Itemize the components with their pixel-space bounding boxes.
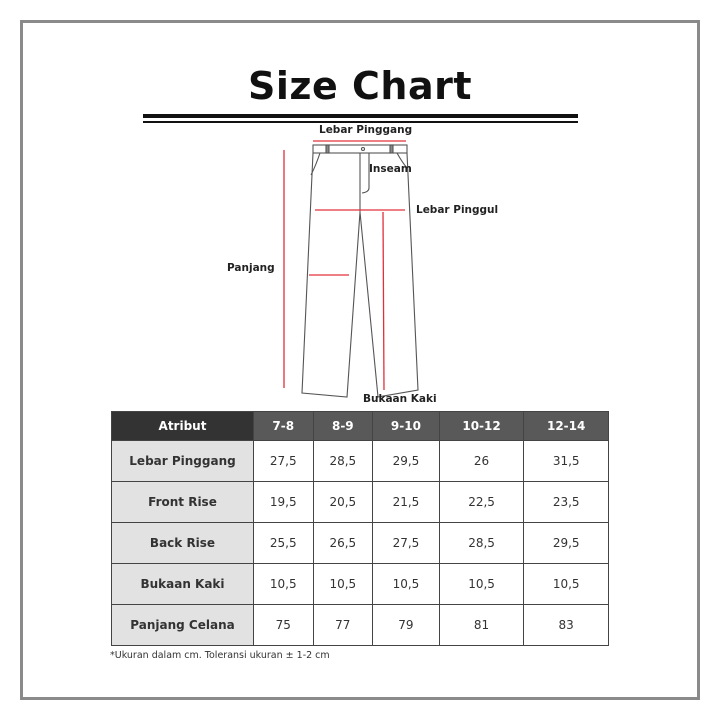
label-inseam: Inseam	[369, 163, 412, 175]
header-size: 8-9	[312, 411, 374, 441]
table-row: Bukaan Kaki 10,5 10,5 10,5 10,5 10,5	[111, 563, 609, 605]
cell: 81	[438, 604, 525, 646]
cell: 20,5	[312, 481, 374, 523]
cell: 31,5	[523, 440, 609, 482]
table-row: Back Rise 25,5 26,5 27,5 28,5 29,5	[111, 522, 609, 564]
belt-loop-left	[325, 144, 330, 154]
row-label: Front Rise	[111, 481, 254, 523]
cell: 26	[438, 440, 525, 482]
label-hip: Lebar Pinggul	[416, 204, 499, 216]
cell: 10,5	[253, 563, 314, 605]
footnote: *Ukuran dalam cm. Toleransi ukuran ± 1-2…	[110, 650, 330, 661]
row-label: Panjang Celana	[111, 604, 254, 646]
pants-outline	[301, 144, 419, 398]
header-size: 12-14	[523, 411, 609, 441]
cell: 29,5	[523, 522, 609, 564]
label-leg-opening: Bukaan Kaki	[363, 393, 437, 405]
header-size: 9-10	[372, 411, 440, 441]
row-label: Bukaan Kaki	[111, 563, 254, 605]
header-attribute: Atribut	[111, 411, 254, 441]
button	[360, 146, 366, 152]
cell: 10,5	[438, 563, 525, 605]
measure-lines	[283, 140, 406, 391]
cell: 25,5	[253, 522, 314, 564]
header-size: 7-8	[253, 411, 314, 441]
cell: 28,5	[312, 440, 374, 482]
title-divider-thin	[143, 121, 578, 123]
row-label: Lebar Pinggang	[111, 440, 254, 482]
cell: 26,5	[312, 522, 374, 564]
cell: 29,5	[372, 440, 440, 482]
cell: 77	[312, 604, 374, 646]
cell: 83	[523, 604, 609, 646]
cell: 75	[253, 604, 314, 646]
label-length: Panjang	[227, 262, 275, 274]
pocket-right	[396, 152, 408, 169]
cell: 28,5	[438, 522, 525, 564]
size-table: Atribut 7-8 8-9 9-10 10-12 12-14 Lebar P…	[111, 411, 609, 646]
header-size: 10-12	[438, 411, 525, 441]
pocket-left	[310, 152, 321, 176]
fly-stitch	[361, 153, 370, 194]
cell: 10,5	[312, 563, 374, 605]
cell: 79	[372, 604, 440, 646]
table-row: Front Rise 19,5 20,5 21,5 22,5 23,5	[111, 481, 609, 523]
inseam-measure-line	[382, 211, 385, 391]
cell: 19,5	[253, 481, 314, 523]
table-header-row: Atribut 7-8 8-9 9-10 10-12 12-14	[111, 411, 609, 441]
table-row: Lebar Pinggang 27,5 28,5 29,5 26 31,5	[111, 440, 609, 482]
belt-loop-right	[389, 144, 394, 154]
row-label: Back Rise	[111, 522, 254, 564]
cell: 10,5	[372, 563, 440, 605]
cell: 21,5	[372, 481, 440, 523]
page-title: Size Chart	[247, 64, 472, 108]
cell: 27,5	[253, 440, 314, 482]
cell: 10,5	[523, 563, 609, 605]
cell: 23,5	[523, 481, 609, 523]
cell: 22,5	[438, 481, 525, 523]
cell: 27,5	[372, 522, 440, 564]
table-row: Panjang Celana 75 77 79 81 83	[111, 604, 609, 646]
title-divider-thick	[143, 114, 578, 118]
outer-frame	[20, 20, 700, 700]
label-waist: Lebar Pinggang	[319, 124, 413, 136]
